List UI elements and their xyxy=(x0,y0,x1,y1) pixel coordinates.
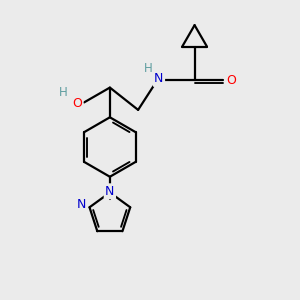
Text: H: H xyxy=(143,62,152,75)
Text: N: N xyxy=(154,73,164,85)
Text: O: O xyxy=(72,98,82,110)
Text: H: H xyxy=(59,86,68,99)
Text: N: N xyxy=(105,185,115,198)
Text: N: N xyxy=(76,198,86,212)
Text: O: O xyxy=(226,74,236,87)
